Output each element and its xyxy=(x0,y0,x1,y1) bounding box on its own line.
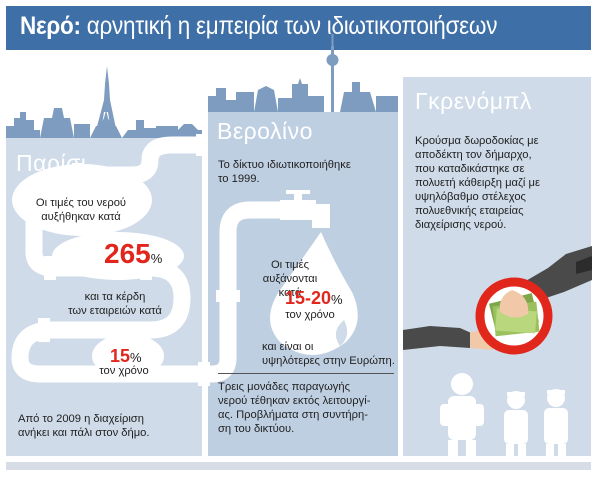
water-tap-icon xyxy=(280,190,330,228)
grenoble-title: Γκρενόμπλ xyxy=(415,88,532,114)
grenoble-line-7: διαχείρισης νερού. xyxy=(415,219,507,231)
paris-line-1: Οι τιμές του νερού xyxy=(35,197,127,209)
paris-stat2-value: 15 xyxy=(110,346,131,366)
paris-line-3: και τα κέρδη xyxy=(84,291,146,303)
title-rest: αρνητική η εμπειρία των ιδιωτικοποιήσεων xyxy=(86,12,498,40)
paris-text-1: Οι τιμές του νερού αυξήθηκαν κατά xyxy=(16,196,146,224)
paris-text-2: και τα κέρδη των εταιρειών κατά xyxy=(52,290,178,318)
page-title: Νερό: αρνητική η εμπειρία των ιδιωτικοπο… xyxy=(20,12,497,41)
grenoble-line-4: πολυετή κάθειρξη μαζί με xyxy=(415,177,540,189)
handcuffed-mayor-icon xyxy=(440,373,484,456)
paris-footer: Από το 2009 η διαχείριση ανήκει και πάλι… xyxy=(18,412,202,440)
berlin-footer-1: Τρεις μονάδες παραγωγής xyxy=(218,381,351,393)
paris-footer-1: Από το 2009 η διαχείριση xyxy=(18,413,144,425)
paris-line-4: των εταιρειών κατά xyxy=(68,305,162,317)
paris-bubble-2 xyxy=(92,334,164,378)
paris-stat2-unit: % xyxy=(130,350,142,365)
berlin-intro-2: το 1999. xyxy=(218,173,260,185)
paris-title: Παρίσι xyxy=(16,150,87,176)
berlin-intro-1: Το δίκτυο ιδιωτικοποιήθηκε xyxy=(218,159,351,171)
paris-footer-2: ανήκει και πάλι στον δήμο. xyxy=(18,427,150,439)
grenoble-line-3: που καταδικάστηκε σε xyxy=(415,163,525,175)
berlin-title: Βερολίνο xyxy=(217,118,313,144)
paris-stat2-caption: τον χρόνο xyxy=(99,365,149,377)
grenoble-line-1: Κρούσμα δωροδοκίας με xyxy=(415,135,539,147)
berlin-line-4: υψηλότερες στην Ευρώπη. xyxy=(262,355,395,367)
berlin-stat: 15-20% xyxy=(285,288,343,309)
paris-stat-unit: % xyxy=(150,251,163,266)
berlin-footer-3: ας. Προβλήματα στη συντήρη- xyxy=(218,409,368,421)
berlin-stat-unit: % xyxy=(331,292,343,307)
paris-stat-15: 15% xyxy=(110,346,142,367)
berlin-line-2: αυξάνονται κατά xyxy=(262,273,318,299)
bribe-hands-icon xyxy=(403,246,592,350)
bottom-bar xyxy=(6,462,591,470)
title-bold: Νερό: xyxy=(20,12,81,40)
paris-line-2: αυξήθηκαν κατά xyxy=(41,211,121,223)
berlin-stat-value: 15-20 xyxy=(285,288,332,308)
berlin-line-3: και είναι οι xyxy=(262,341,314,353)
grenoble-line-6: πολυεθνικής εταιρείας xyxy=(415,205,524,217)
berlin-skyline-icon xyxy=(208,34,398,112)
berlin-text-1: Οι τιμές αυξάνονται κατά xyxy=(250,258,330,300)
berlin-divider xyxy=(218,373,394,374)
berlin-footer-4: ση του δικτύου. xyxy=(218,423,295,435)
police-officers-icon xyxy=(504,389,568,456)
paris-skyline-icon xyxy=(6,66,202,138)
banknotes-icon xyxy=(489,290,540,337)
berlin-text-2: και είναι οι υψηλότερες στην Ευρώπη. xyxy=(262,340,398,368)
water-drop-icon xyxy=(270,232,358,355)
paris-bubble-1 xyxy=(12,164,152,236)
berlin-intro: Το δίκτυο ιδιωτικοποιήθηκε το 1999. xyxy=(218,158,396,186)
grenoble-line-2: αποδέκτη τον δήμαρχο, xyxy=(415,149,532,161)
paris-stat-265: 265% xyxy=(104,238,162,270)
grenoble-line-5: υψηλόβαθμο στέλεχος xyxy=(415,191,526,203)
grenoble-text: Κρούσμα δωροδοκίας με αποδέκτη τον δήμαρ… xyxy=(415,134,585,232)
berlin-stat-caption: τον χρόνο xyxy=(285,309,335,321)
paris-stat-value: 265 xyxy=(104,238,151,269)
title-bar: Νερό: αρνητική η εμπειρία των ιδιωτικοπο… xyxy=(6,6,591,50)
berlin-line-1: Οι τιμές xyxy=(270,259,310,271)
berlin-footer-2: νερού τέθηκαν εκτός λειτουργί- xyxy=(218,395,371,407)
berlin-footer: Τρεις μονάδες παραγωγής νερού τέθηκαν εκ… xyxy=(218,380,396,436)
